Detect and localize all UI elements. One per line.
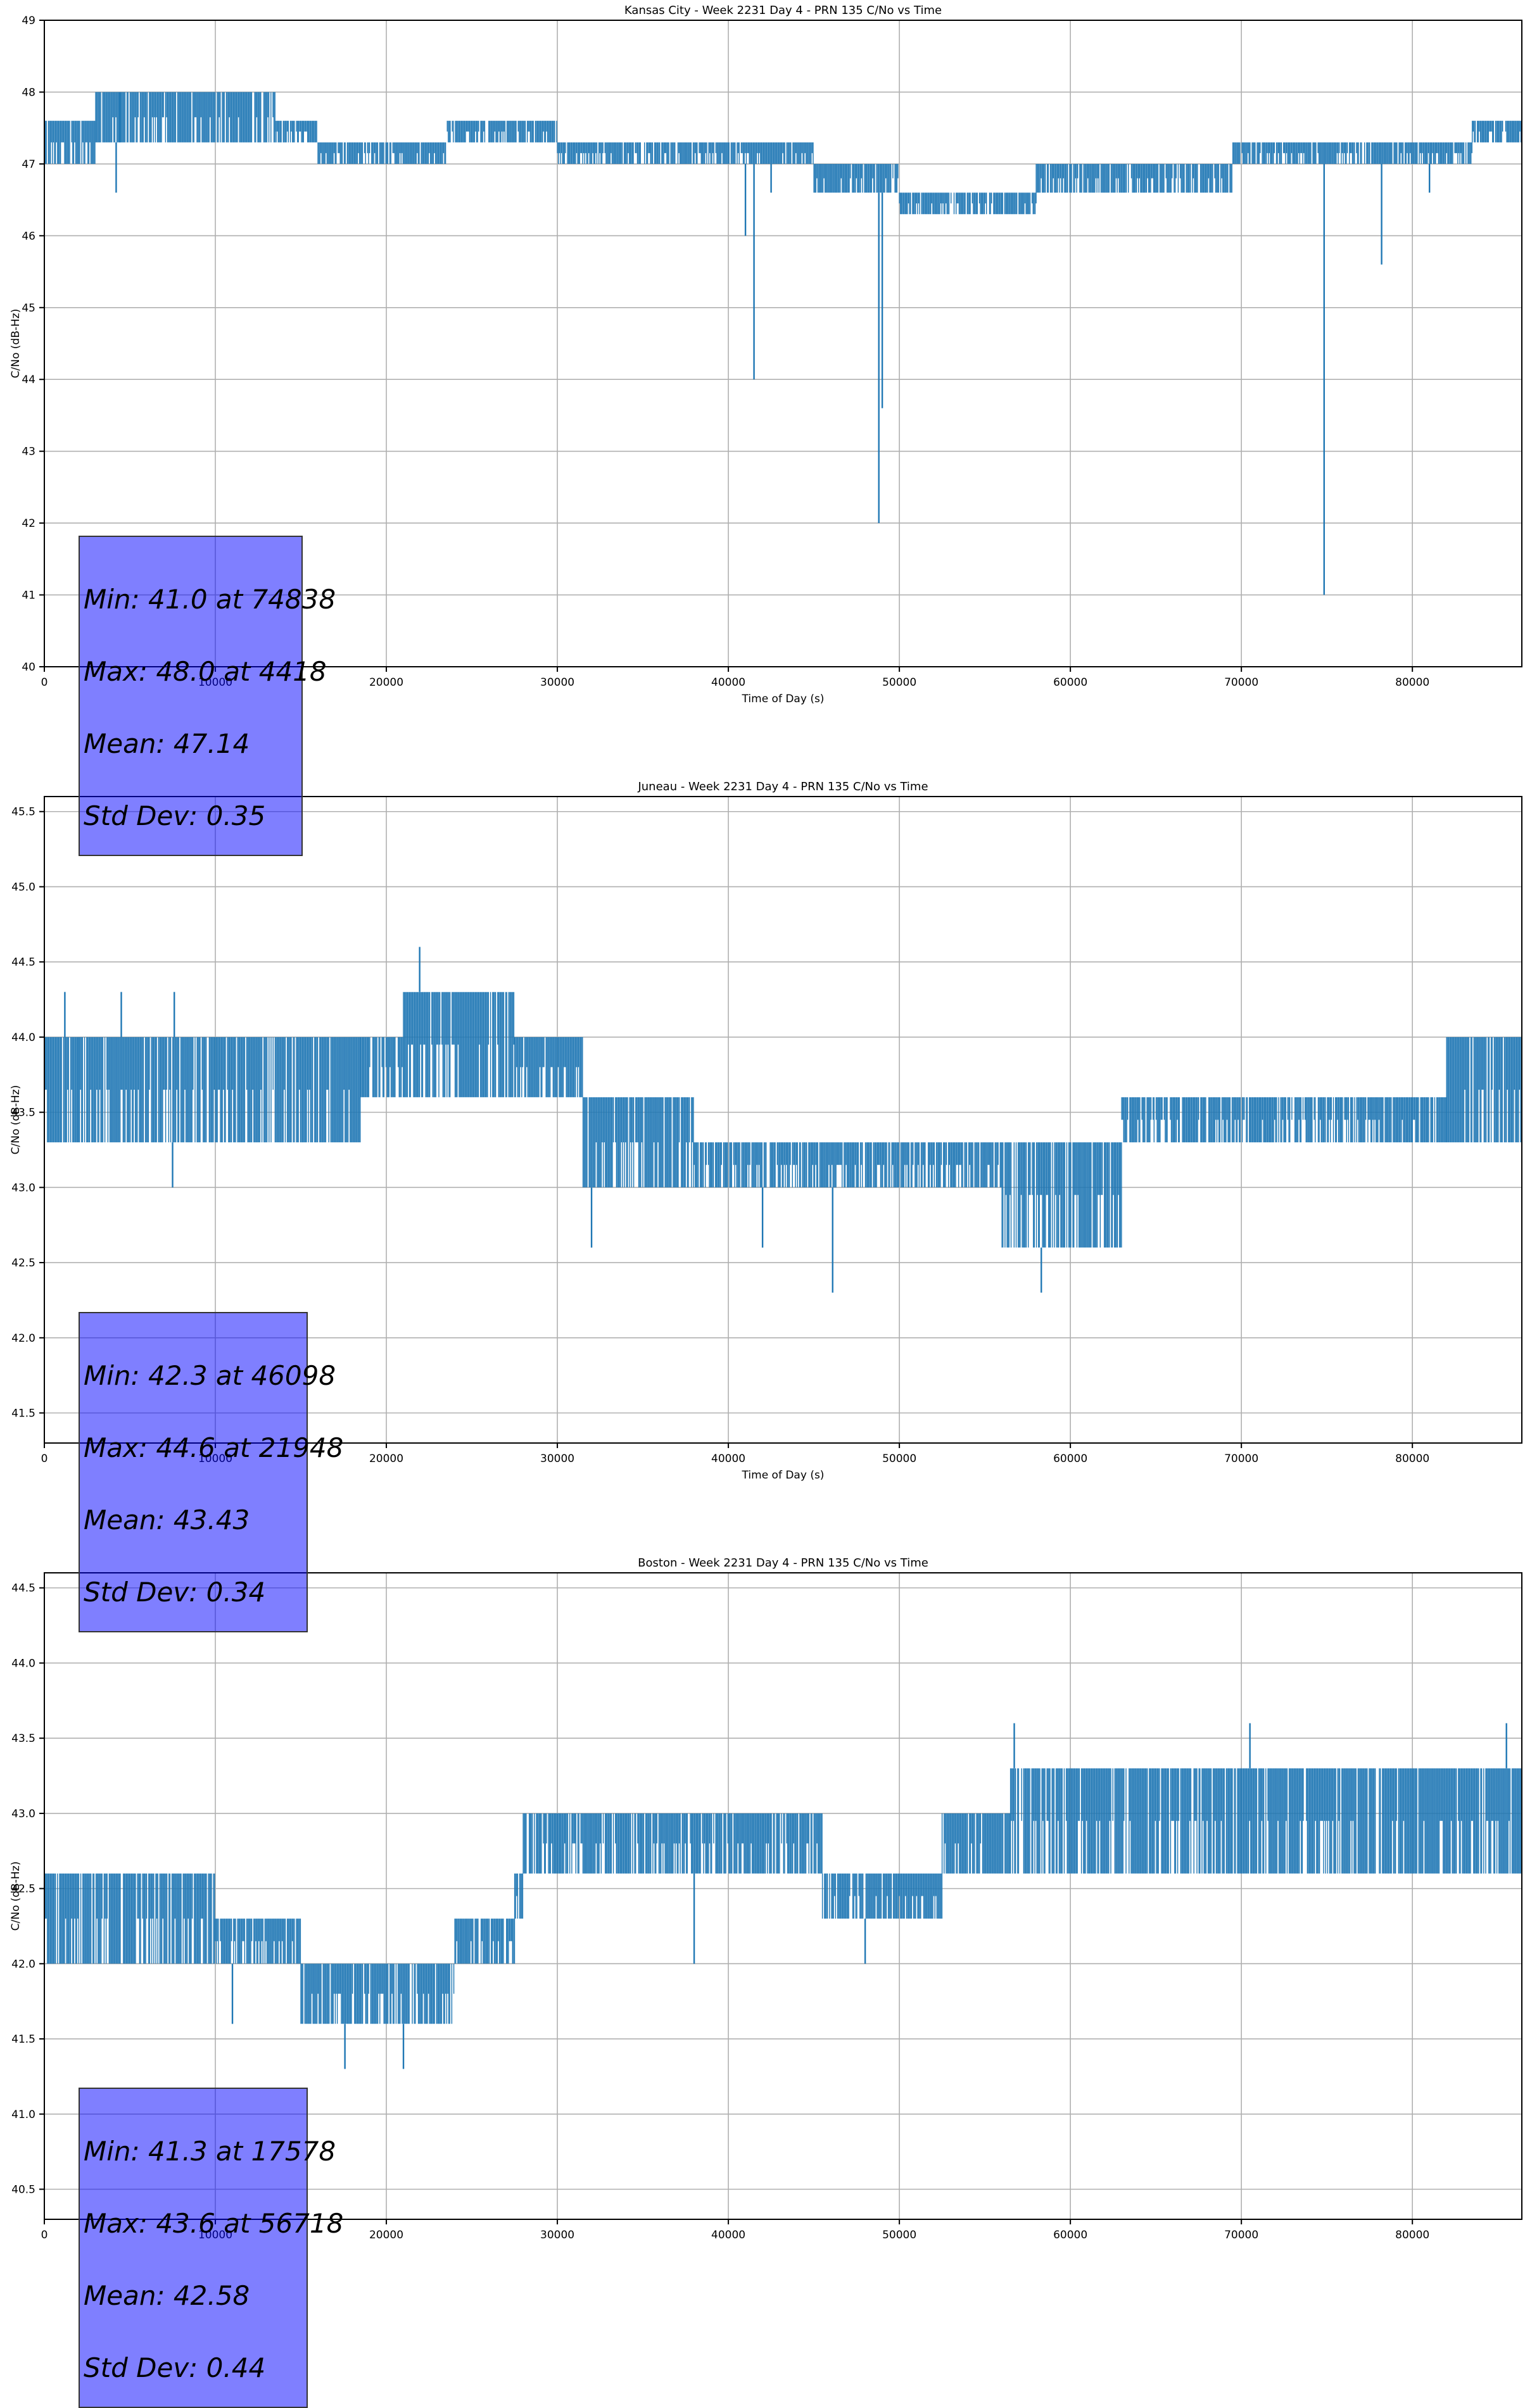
stats-box-juneau: Min: 42.3 at 46098 Max: 44.6 at 21948 Me… xyxy=(79,1312,344,1632)
y-tick-label-1: 41.0 xyxy=(11,2109,35,2121)
y-tick-label-5: 45 xyxy=(22,302,35,315)
axes-frame xyxy=(44,1572,1522,2220)
stats-min: Min: 42.3 at 46098 xyxy=(84,1360,336,1391)
y-tick-label-3: 42.0 xyxy=(11,1958,35,1970)
x-axis-label: Time of Day (s) xyxy=(742,1469,825,1482)
y-tick-label-6: 46 xyxy=(22,230,35,243)
y-tick-label-3: 43 xyxy=(22,446,35,458)
data-series-band xyxy=(44,92,1522,215)
y-tick-label-1: 42.0 xyxy=(11,1332,35,1345)
x-tick-label-6: 60000 xyxy=(1053,2229,1087,2241)
stats-mean: Mean: 42.58 xyxy=(84,2280,250,2311)
x-tick-label-0: 0 xyxy=(41,2229,48,2241)
y-tick-label-9: 49 xyxy=(22,15,35,27)
y-tick-label-1: 41 xyxy=(22,589,35,602)
x-tick-label-0: 0 xyxy=(41,676,48,689)
chart-title: Boston - Week 2231 Day 4 - PRN 135 C/No … xyxy=(638,1556,928,1570)
x-tick-label-4: 40000 xyxy=(711,1453,745,1465)
x-tick-label-7: 70000 xyxy=(1224,676,1258,689)
y-tick-label-4: 43.5 xyxy=(11,1107,35,1119)
y-tick-label-3: 43.0 xyxy=(11,1182,35,1194)
chart-panel-0: 0100002000030000400005000060000700008000… xyxy=(9,4,1522,705)
y-tick-label-7: 44.0 xyxy=(11,1657,35,1670)
chart-panel-1: 0100002000030000400005000060000700008000… xyxy=(9,780,1522,1482)
x-tick-label-2: 20000 xyxy=(369,1453,403,1465)
x-tick-label-5: 50000 xyxy=(882,1453,916,1465)
chart-title: Kansas City - Week 2231 Day 4 - PRN 135 … xyxy=(624,4,942,17)
y-tick-label-0: 40 xyxy=(22,661,35,674)
y-tick-label-7: 45.0 xyxy=(11,881,35,893)
figure: 0100002000030000400005000060000700008000… xyxy=(9,4,1522,2247)
y-tick-label-7: 47 xyxy=(22,158,35,171)
chart-panel-2: 0100002000030000400005000060000700008000… xyxy=(9,1556,1522,2247)
y-tick-label-2: 42.5 xyxy=(11,1257,35,1270)
y-tick-label-2: 41.5 xyxy=(11,2033,35,2046)
stats-box-kansas-city: Min: 41.0 at 74838 Max: 48.0 at 4418 Mea… xyxy=(79,536,336,856)
stats-std: Std Dev: 0.44 xyxy=(84,2352,266,2383)
y-axis-label: C/No (dB-Hz) xyxy=(9,309,22,379)
y-tick-label-4: 44 xyxy=(22,374,35,386)
stats-min: Min: 41.0 at 74838 xyxy=(84,584,336,615)
x-tick-label-3: 30000 xyxy=(540,2229,574,2241)
x-tick-label-8: 80000 xyxy=(1395,676,1429,689)
x-tick-label-2: 20000 xyxy=(369,676,403,689)
axes-frame xyxy=(44,796,1522,1444)
x-tick-label-7: 70000 xyxy=(1224,2229,1258,2241)
y-tick-label-8: 44.5 xyxy=(11,1582,35,1595)
x-tick-label-4: 40000 xyxy=(711,2229,745,2241)
x-tick-label-3: 30000 xyxy=(540,676,574,689)
stats-box-boston: Min: 41.3 at 17578 Max: 43.6 at 56718 Me… xyxy=(79,2088,344,2408)
y-tick-label-6: 43.5 xyxy=(11,1732,35,1745)
x-tick-label-8: 80000 xyxy=(1395,1453,1429,1465)
y-tick-label-4: 42.5 xyxy=(11,1883,35,1896)
data-series-band xyxy=(44,992,1522,1248)
stats-std: Std Dev: 0.35 xyxy=(84,800,266,831)
stats-min: Min: 41.3 at 17578 xyxy=(84,2136,336,2167)
y-tick-label-0: 40.5 xyxy=(11,2184,35,2197)
x-tick-label-6: 60000 xyxy=(1053,1453,1087,1465)
y-tick-label-8: 45.5 xyxy=(11,806,35,819)
x-tick-label-4: 40000 xyxy=(711,676,745,689)
stats-std: Std Dev: 0.34 xyxy=(84,1577,266,1608)
x-tick-label-5: 50000 xyxy=(882,676,916,689)
x-axis-label: Time of Day (s) xyxy=(742,693,825,705)
stats-max: Max: 43.6 at 56718 xyxy=(84,2208,344,2239)
y-tick-label-5: 43.0 xyxy=(11,1808,35,1820)
x-tick-label-3: 30000 xyxy=(540,1453,574,1465)
stats-mean: Mean: 43.43 xyxy=(84,1504,250,1535)
x-axis-label: Time of Day (s) xyxy=(742,2245,825,2247)
stats-mean: Mean: 47.14 xyxy=(84,728,250,759)
y-tick-label-5: 44.0 xyxy=(11,1031,35,1044)
y-axis-label: C/No (dB-Hz) xyxy=(9,1862,22,1931)
y-tick-label-0: 41.5 xyxy=(11,1408,35,1420)
stats-max: Max: 48.0 at 4418 xyxy=(84,656,327,687)
chart-title: Juneau - Week 2231 Day 4 - PRN 135 C/No … xyxy=(637,780,928,793)
y-axis-label: C/No (dB-Hz) xyxy=(9,1085,22,1155)
stats-max: Max: 44.6 at 21948 xyxy=(84,1432,344,1463)
data-series-band xyxy=(44,1768,1522,2024)
x-tick-label-8: 80000 xyxy=(1395,2229,1429,2241)
x-tick-label-2: 20000 xyxy=(369,2229,403,2241)
x-tick-label-5: 50000 xyxy=(882,2229,916,2241)
y-tick-label-8: 48 xyxy=(22,86,35,99)
x-tick-label-0: 0 xyxy=(41,1453,48,1465)
axes-frame xyxy=(44,20,1522,667)
x-tick-label-7: 70000 xyxy=(1224,1453,1258,1465)
y-tick-label-2: 42 xyxy=(22,517,35,530)
x-tick-label-6: 60000 xyxy=(1053,676,1087,689)
y-tick-label-6: 44.5 xyxy=(11,956,35,969)
